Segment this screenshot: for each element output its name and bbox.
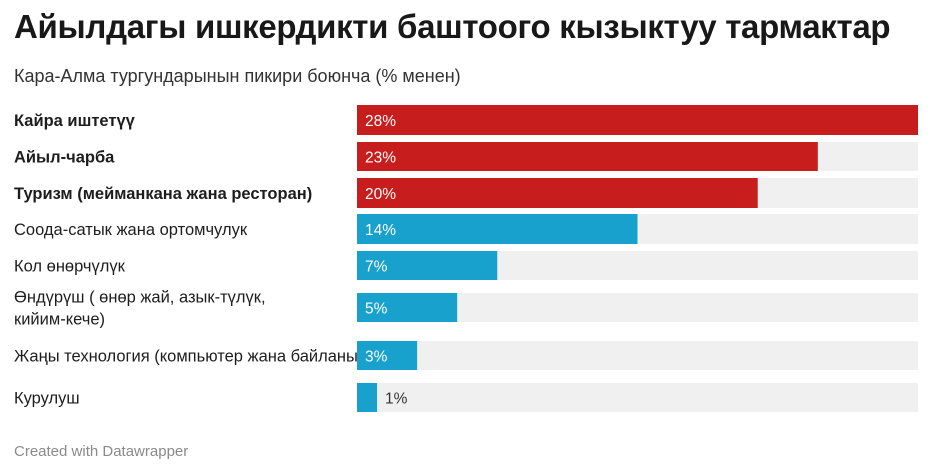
category-label: Жаңы технология (компьютер жана байланыш… xyxy=(14,348,377,366)
bar xyxy=(357,105,918,135)
bar xyxy=(357,341,418,370)
footer-credit: Created with Datawrapper xyxy=(14,443,189,460)
bar xyxy=(357,251,498,280)
bar xyxy=(357,293,458,322)
category-label: Соода-сатык жана ортомчулук xyxy=(14,221,248,239)
chart-subtitle: Кара-Алма тургундарынын пикири боюнча (%… xyxy=(14,66,461,86)
category-label: Туризм (мейманкана жана ресторан) xyxy=(14,185,312,203)
category-label: Айыл-чарба xyxy=(14,149,115,167)
category-label: Кол өнөрчүлүк xyxy=(14,258,126,276)
value-label: 23% xyxy=(365,150,396,167)
category-label: Курулуш xyxy=(14,390,80,408)
bar xyxy=(357,178,758,208)
category-label: Өндүрүш ( өнөр жай, азык-түлүк, кийим-кеч… xyxy=(14,289,266,329)
bar xyxy=(357,383,378,412)
value-label: 28% xyxy=(365,113,396,130)
bar-track xyxy=(357,383,918,412)
bar-track xyxy=(357,341,918,370)
bar xyxy=(357,142,818,171)
chart-title: Айылдагы ишкердикти баштоого кызыктуу та… xyxy=(14,8,891,45)
value-label: 3% xyxy=(365,349,388,366)
value-label: 5% xyxy=(365,301,388,318)
category-label: Кайра иштетүү xyxy=(14,112,136,130)
value-label: 14% xyxy=(365,222,396,239)
bar xyxy=(357,214,638,244)
value-label: 20% xyxy=(365,186,396,203)
value-label: 7% xyxy=(365,259,388,276)
value-label: 1% xyxy=(385,391,408,408)
